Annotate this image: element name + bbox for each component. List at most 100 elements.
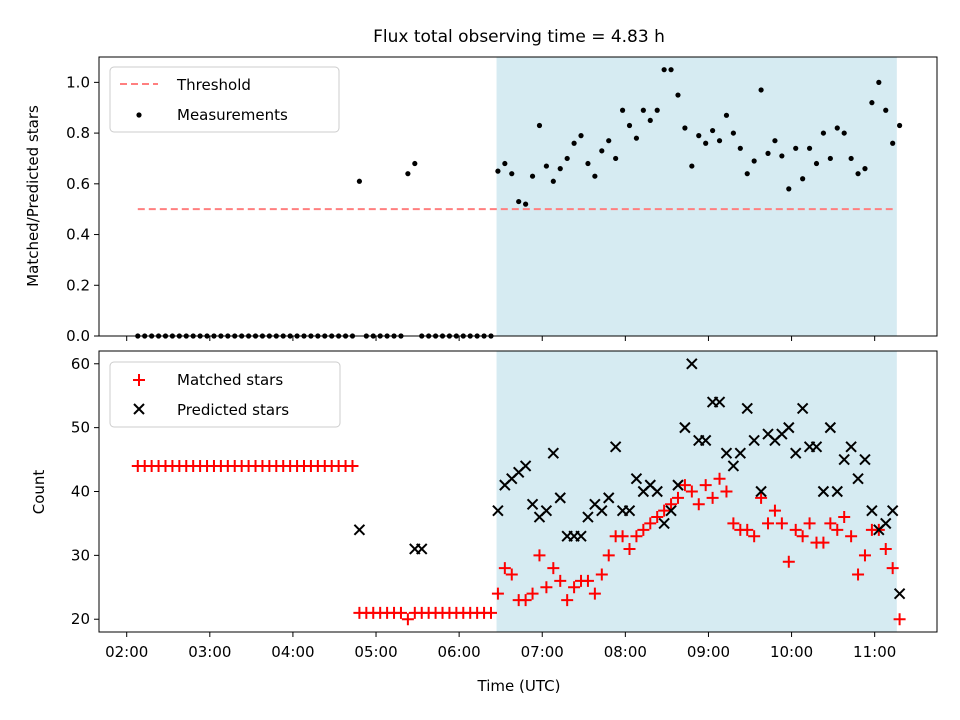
top-legend: Threshold Measurements xyxy=(109,66,340,133)
y-tick-label: 1.0 xyxy=(66,73,90,91)
measurement-point xyxy=(529,173,536,179)
matched-star-point xyxy=(540,581,553,594)
matched-star-point xyxy=(547,562,560,575)
x-axis-label: Time (UTC) xyxy=(477,677,561,695)
matched-star-point xyxy=(685,485,698,498)
measurement-point xyxy=(772,138,778,144)
predicted-star-point xyxy=(741,402,753,415)
matched-star-point xyxy=(671,491,684,504)
measurement-point xyxy=(606,138,612,144)
measurement-point xyxy=(661,67,667,73)
measurement-point xyxy=(536,122,543,129)
ratio-panel: 0.0 0.2 0.4 0.6 0.8 1.0 Matched/Predicted sta… xyxy=(24,56,938,345)
measurement-point xyxy=(765,150,771,156)
measurement-point xyxy=(779,153,785,159)
measurement-point xyxy=(619,107,626,113)
predicted-star-point xyxy=(755,485,767,498)
matched-star-point xyxy=(658,504,671,517)
matched-star-point xyxy=(893,613,906,626)
measurement-point xyxy=(827,155,833,162)
measurement-point xyxy=(703,140,709,146)
measurement-point xyxy=(633,135,640,141)
predicted-star-point xyxy=(526,498,539,510)
measurement-point xyxy=(723,112,730,118)
measurement-point xyxy=(626,122,633,129)
chart-title: Flux total observing time = 4.83 h xyxy=(373,27,665,47)
matched-star-point xyxy=(526,587,539,600)
y-tick-label: 0.2 xyxy=(66,276,90,294)
predicted-star-point xyxy=(734,447,747,459)
matched-star-point xyxy=(775,517,788,530)
y-tick-label: 0.6 xyxy=(66,175,90,193)
predicted-star-point xyxy=(547,447,560,459)
predicted-star-point xyxy=(353,524,366,536)
top-x-ticks xyxy=(126,336,876,341)
measurement-point xyxy=(751,158,757,164)
matched-star-point xyxy=(394,606,407,619)
predicted-star-point xyxy=(630,473,643,485)
y-tick-label: 0.4 xyxy=(66,226,90,244)
predicted-star-point xyxy=(554,492,566,504)
matched-star-point xyxy=(741,523,754,536)
measurement-point xyxy=(668,67,674,73)
matched-star-point xyxy=(498,562,511,575)
y-tick-label: 0.0 xyxy=(66,327,90,345)
matched-star-point xyxy=(755,491,768,504)
predicted-star-point xyxy=(596,504,608,517)
measurement-point xyxy=(543,163,549,169)
count-panel: 20 30 40 50 60 02:00 03:00 04:00 05:00 06:00 07:0… xyxy=(30,350,938,695)
predicted-stars-points xyxy=(353,358,906,600)
legend-predicted-label: Predicted stars xyxy=(177,401,289,419)
measurement-point xyxy=(356,178,363,184)
predicted-star-point xyxy=(519,460,532,472)
measurement-point xyxy=(647,117,653,124)
matched-star-point xyxy=(519,594,532,607)
measurement-point xyxy=(786,186,792,192)
matched-star-point xyxy=(484,606,497,619)
measurement-point xyxy=(592,173,598,179)
measurement-point xyxy=(744,171,750,177)
predicted-star-point xyxy=(609,441,622,453)
y-tick-label: 0.8 xyxy=(66,124,90,142)
matched-star-point xyxy=(748,530,761,543)
legend-threshold-label: Threshold xyxy=(176,76,251,94)
matched-star-point xyxy=(720,485,733,498)
matched-star-point xyxy=(713,472,726,485)
matched-star-point xyxy=(651,511,664,524)
predicted-star-point xyxy=(582,511,594,523)
matched-star-point xyxy=(491,587,504,600)
y-tick-label: 40 xyxy=(71,483,90,501)
measurement-point xyxy=(578,133,584,139)
matched-star-point xyxy=(831,523,844,536)
matched-star-point xyxy=(845,530,858,543)
matched-star-point xyxy=(505,568,518,581)
matched-star-point xyxy=(602,549,615,562)
measurement-point xyxy=(869,100,875,106)
predicted-star-point xyxy=(796,402,809,415)
x-tick-label: 07:00 xyxy=(521,643,564,661)
y-tick-label: 60 xyxy=(71,355,90,373)
predicted-star-point xyxy=(672,479,684,491)
measurement-point xyxy=(523,201,529,207)
measurement-point xyxy=(813,160,820,167)
x-tick-label: 06:00 xyxy=(438,643,481,661)
bottom-x-ticks: 02:00 03:00 04:00 05:00 06:00 07:00 08:00 09:00… xyxy=(105,632,896,661)
x-tick-label: 02:00 xyxy=(105,643,148,661)
matched-star-point xyxy=(838,511,851,524)
predicted-star-point xyxy=(838,453,850,466)
matched-star-point xyxy=(782,555,795,568)
measurement-point xyxy=(599,148,605,154)
matched-star-point xyxy=(401,613,414,626)
predicted-star-point xyxy=(748,434,760,447)
measurement-point xyxy=(862,166,868,172)
matched-star-point xyxy=(789,523,802,536)
legend-measurements-label: Measurements xyxy=(177,106,288,124)
x-tick-label: 04:00 xyxy=(271,643,314,661)
measurement-point xyxy=(890,140,896,146)
legend-predicted-swatch xyxy=(133,403,145,415)
top-axes-frame xyxy=(98,56,938,337)
matched-star-point xyxy=(796,530,809,543)
matched-star-point xyxy=(886,562,899,575)
legend-matched-label: Matched stars xyxy=(177,371,283,389)
measurement-point xyxy=(654,107,660,113)
